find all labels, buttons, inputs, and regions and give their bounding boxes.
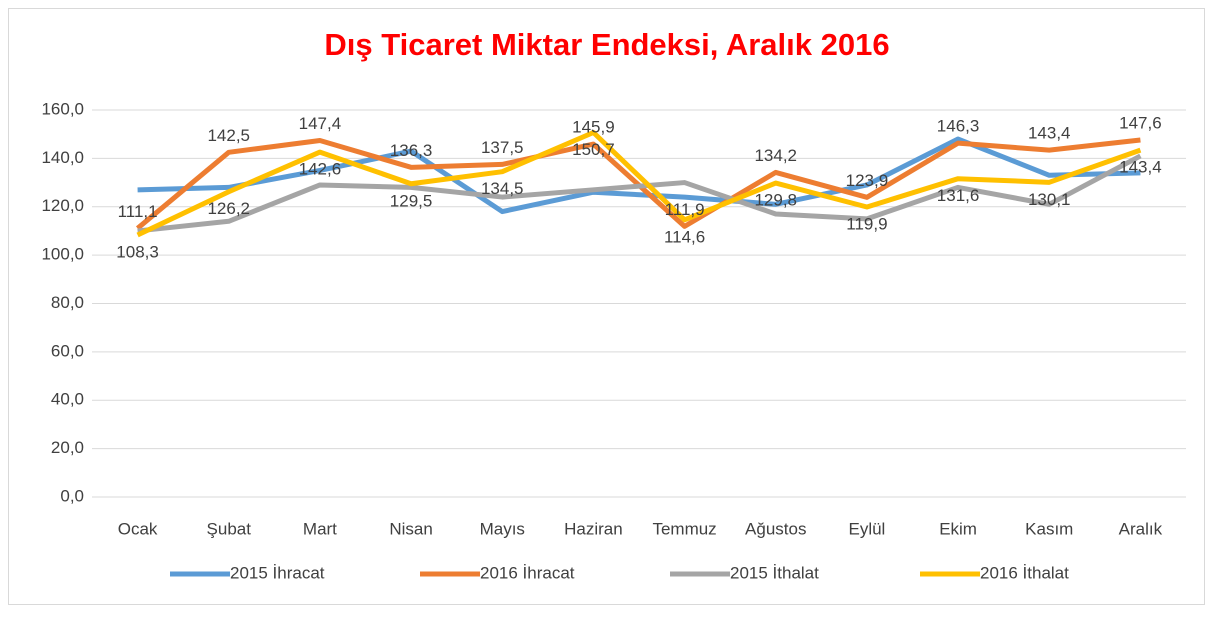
x-tick-label: Aralık [1119,519,1163,538]
data-label: 146,3 [937,117,980,136]
x-tick-label: Şubat [207,519,252,538]
data-label: 111,1 [118,202,158,221]
data-label: 129,5 [390,191,433,210]
x-tick-label: Ağustos [745,519,806,538]
data-label: 130,1 [1028,190,1071,209]
data-label: 111,9 [665,200,705,219]
y-tick-label: 100,0 [41,245,84,264]
y-tick-label: 140,0 [41,148,84,167]
data-label: 134,5 [481,179,524,198]
y-tick-label: 20,0 [51,438,84,457]
data-label: 147,6 [1119,113,1162,132]
x-tick-label: Ocak [118,519,158,538]
x-tick-label: Haziran [564,519,623,538]
legend-label: 2016 İhracat [480,563,575,582]
data-label: 136,3 [390,141,433,160]
x-tick-label: Kasım [1025,519,1073,538]
y-tick-label: 60,0 [51,341,84,360]
y-tick-label: 160,0 [41,99,84,118]
data-label: 131,6 [937,186,980,205]
legend-label: 2015 İhracat [230,563,325,582]
x-tick-label: Nisan [389,519,432,538]
data-label: 150,7 [572,140,615,159]
data-label: 147,4 [299,114,342,133]
x-tick-label: Ekim [939,519,977,538]
y-tick-label: 80,0 [51,293,84,312]
x-tick-label: Eylül [848,519,885,538]
legend-label: 2015 İthalat [730,563,819,582]
data-label: 129,8 [754,191,797,210]
data-label: 137,5 [481,138,524,157]
data-label: 143,4 [1119,158,1162,177]
data-label: 142,5 [207,126,250,145]
data-label: 123,9 [846,171,889,190]
data-label: 142,6 [299,160,342,179]
x-tick-label: Temmuz [652,519,716,538]
data-label: 114,6 [664,227,705,246]
data-label: 143,4 [1028,124,1071,143]
data-label: 119,9 [846,214,887,233]
data-label: 108,3 [116,243,159,262]
data-label: 134,2 [754,146,797,165]
chart-title: Dış Ticaret Miktar Endeksi, Aralık 2016 [324,27,889,62]
series-line [136,129,1142,238]
y-tick-label: 40,0 [51,390,84,409]
data-label: 126,2 [207,199,250,218]
series-line [137,153,1142,234]
y-tick-label: 0,0 [60,486,84,505]
chart-border [8,8,1205,605]
data-label: 145,9 [572,118,615,137]
x-tick-label: Mayıs [480,519,525,538]
legend-label: 2016 İthalat [980,563,1069,582]
y-tick-label: 120,0 [41,196,84,215]
x-tick-label: Mart [303,519,337,538]
